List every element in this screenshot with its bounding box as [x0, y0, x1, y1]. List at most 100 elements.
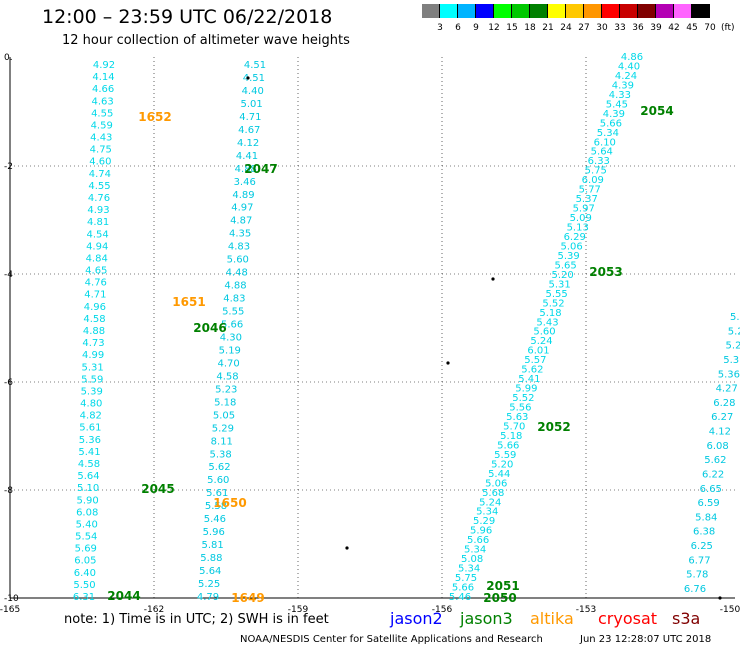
legend-item-altika: altika: [530, 609, 574, 628]
swh-value: 4.12: [237, 138, 259, 149]
swh-value: 4.83: [223, 294, 245, 305]
swh-value: 4.55: [88, 181, 110, 192]
y-tick-label: -6: [4, 378, 13, 388]
swh-value: 5.66: [221, 320, 243, 331]
x-tick-label: -159: [288, 605, 309, 615]
swh-value: 4.58: [216, 371, 238, 382]
swh-value: 6.22: [702, 470, 724, 481]
pass-label: 2045: [141, 482, 174, 496]
swh-value: 6.27: [711, 412, 733, 423]
swh-value: 4.60: [89, 157, 111, 168]
timestamp-text: Jun 23 12:28:07 UTC 2018: [580, 634, 712, 645]
swh-value: 4.39: [612, 80, 634, 91]
swh-value: 5.34: [597, 128, 619, 139]
swh-value: 5.08: [461, 554, 483, 565]
swh-value: 5.61: [79, 423, 101, 434]
swh-value: 6.40: [74, 568, 96, 579]
legend-item-s3a: s3a: [672, 609, 701, 628]
colorbar-swatch: [440, 4, 458, 18]
swh-value: 5.64: [77, 471, 99, 482]
colorbar-label: 70: [704, 23, 716, 33]
swh-value: 6.28: [713, 398, 735, 409]
swh-value: 5.29: [473, 516, 495, 527]
colorbar-unit: (ft): [721, 23, 735, 33]
swh-value: 5.58: [205, 501, 227, 512]
swh-value: 4.83: [228, 242, 250, 253]
swh-value: 5.57: [524, 355, 546, 366]
swh-value: 5.01: [240, 99, 262, 110]
colorbar-label: 18: [524, 23, 536, 33]
swh-value: 5.40: [76, 520, 98, 531]
swh-value: 4.81: [87, 217, 109, 228]
swh-value: 5.45: [606, 99, 628, 110]
swh-value: 4.51: [244, 60, 266, 71]
x-tick-label: -156: [432, 605, 453, 615]
colorbar-swatch: [476, 4, 494, 18]
swh-value: 4.88: [224, 281, 246, 292]
swh-value: 5.61: [206, 488, 228, 499]
y-tick-label: -2: [4, 162, 13, 172]
swh-value: 4.40: [242, 86, 264, 97]
swh-value: 4.39: [603, 109, 625, 120]
swh-value: 6.25: [691, 541, 713, 552]
map-title: 12:00 – 23:59 UTC 06/22/2018: [42, 6, 333, 28]
swh-value: 4.89: [232, 190, 254, 201]
swh-value: 5.77: [579, 185, 601, 196]
swh-value: 5.09: [570, 213, 592, 224]
colorbar-swatch: [422, 4, 440, 18]
swh-value: 4.93: [87, 205, 109, 216]
colorbar-label: 9: [473, 23, 479, 33]
swh-value: 5.52: [542, 298, 564, 309]
y-tick-label: -8: [4, 486, 13, 496]
swh-value: 5.38: [209, 449, 231, 460]
colorbar-label: 3: [437, 23, 443, 33]
swh-value: 5.20: [551, 270, 573, 281]
swh-value: 5.66: [452, 583, 474, 594]
swh-value: 5.75: [585, 166, 607, 177]
colorbar-swatch: [620, 4, 638, 18]
swh-value: 4.14: [92, 72, 114, 83]
pass-label: 2054: [640, 104, 673, 118]
x-tick-label: -150: [720, 605, 740, 615]
swh-value: 5.54: [75, 532, 97, 543]
colorbar-label: 24: [560, 23, 572, 33]
colorbar-label: 15: [506, 23, 518, 33]
swh-value: 5.43: [536, 317, 558, 328]
swh-value: 6.29: [564, 232, 586, 243]
swh-value: 6.59: [697, 498, 719, 509]
swh-value: 5.39: [81, 387, 103, 398]
x-tick-label: -153: [576, 605, 596, 615]
swh-value: 4.88: [235, 164, 257, 175]
swh-value: 5.62: [704, 455, 726, 466]
swh-value: 5.99: [515, 384, 537, 395]
swh-value: 5.78: [686, 570, 708, 581]
swh-value: 5.3: [723, 355, 739, 366]
swh-value: 5.81: [201, 540, 223, 551]
swh-value: 5.97: [573, 204, 595, 215]
pass-label: 1649: [231, 591, 264, 605]
y-tick-label: 0.: [4, 53, 13, 63]
swh-value: 4.33: [609, 90, 631, 101]
units-note: note: 1) Time is in UTC; 2) SWH is in fe…: [64, 612, 329, 627]
swh-value: 4.70: [217, 358, 239, 369]
colorbar-label: 12: [488, 23, 500, 33]
pass-label: 1651: [172, 295, 205, 309]
swh-value: 5.44: [488, 469, 510, 480]
island-dot: [446, 361, 450, 365]
swh-value: 5.24: [530, 336, 552, 347]
swh-value: 5.31: [81, 362, 103, 373]
pass-label: 2044: [107, 589, 140, 603]
swh-value: 4.75: [90, 145, 112, 156]
swh-value: 5.66: [497, 440, 519, 451]
swh-value: 5.34: [458, 564, 480, 575]
swh-value: 6.38: [693, 527, 715, 538]
swh-value: 5.4: [730, 312, 740, 323]
swh-value: 4.97: [231, 203, 253, 214]
islands: [246, 76, 722, 600]
swh-value: 4.76: [85, 278, 107, 289]
swh-value: 5.84: [695, 512, 717, 523]
swh-value: 5.62: [521, 365, 543, 376]
map-subtitle: 12 hour collection of altimeter wave hei…: [62, 33, 350, 48]
credit-text: NOAA/NESDIS Center for Satellite Applica…: [240, 634, 543, 645]
island-dot: [345, 546, 349, 550]
